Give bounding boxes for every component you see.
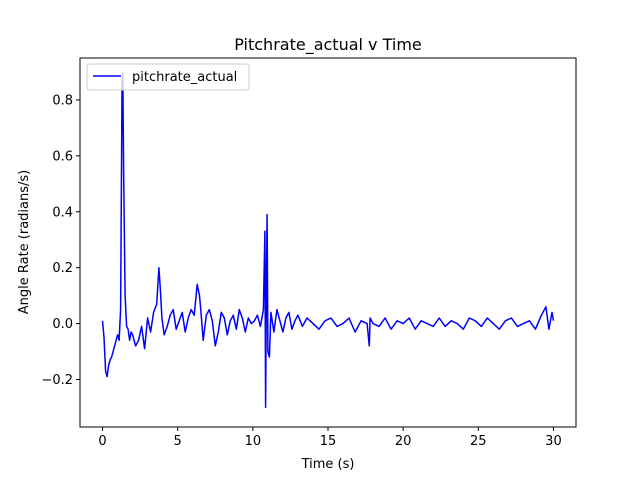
chart-title: Pitchrate_actual v Time [234,35,422,55]
x-tick-label: 5 [174,434,182,449]
y-tick-label: 0.6 [52,149,73,164]
x-tick-label: 10 [245,434,262,449]
x-tick-label: 0 [98,434,106,449]
y-tick-label: −0.2 [41,373,73,388]
y-tick-label: 0.2 [52,261,73,276]
x-tick-label: 20 [395,434,412,449]
y-tick-label: 0.8 [52,93,73,108]
legend-label: pitchrate_actual [132,70,237,85]
series-layer [101,71,555,409]
x-axis-ticks: 0 5 10 15 20 25 30 [98,427,562,449]
y-axis-ticks: −0.2 0.0 0.2 0.4 0.6 0.8 [41,93,80,388]
y-tick-label: 0.0 [52,317,73,332]
y-axis-label: Angle Rate (radians/s) [17,170,32,315]
legend-box [86,63,250,91]
series-line-pitchrate_actual [101,71,555,409]
x-tick-label: 15 [320,434,337,449]
x-axis-label: Time (s) [301,457,355,472]
y-tick-label: 0.4 [52,205,73,220]
x-tick-label: 30 [545,434,562,449]
legend: pitchrate_actual [86,63,250,91]
x-tick-label: 25 [470,434,487,449]
